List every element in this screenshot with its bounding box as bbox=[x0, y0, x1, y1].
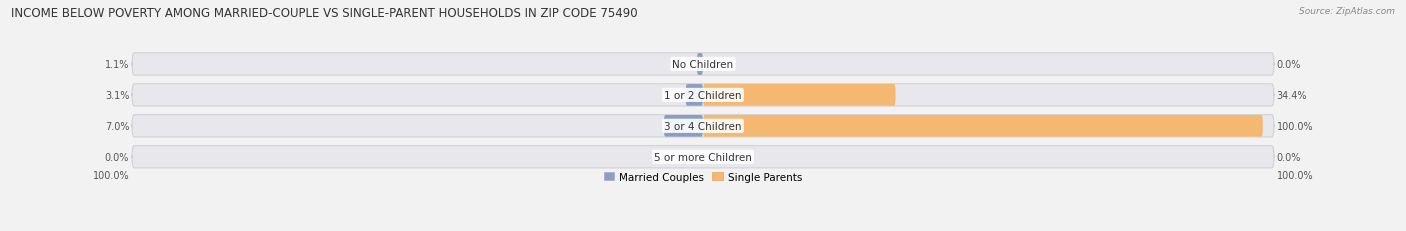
Text: 3.1%: 3.1% bbox=[105, 91, 129, 100]
FancyBboxPatch shape bbox=[132, 146, 1274, 168]
FancyBboxPatch shape bbox=[703, 116, 1263, 137]
FancyBboxPatch shape bbox=[664, 116, 703, 137]
Text: 0.0%: 0.0% bbox=[1277, 152, 1301, 162]
Text: 7.0%: 7.0% bbox=[104, 121, 129, 131]
Text: 100.0%: 100.0% bbox=[1277, 121, 1313, 131]
Text: 1.1%: 1.1% bbox=[105, 60, 129, 70]
Text: Source: ZipAtlas.com: Source: ZipAtlas.com bbox=[1299, 7, 1395, 16]
Text: 1 or 2 Children: 1 or 2 Children bbox=[664, 91, 742, 100]
Text: 100.0%: 100.0% bbox=[1277, 170, 1313, 180]
Text: 34.4%: 34.4% bbox=[1277, 91, 1308, 100]
Text: 0.0%: 0.0% bbox=[105, 152, 129, 162]
Text: 3 or 4 Children: 3 or 4 Children bbox=[664, 121, 742, 131]
FancyBboxPatch shape bbox=[132, 84, 1274, 106]
FancyBboxPatch shape bbox=[132, 115, 1274, 137]
Legend: Married Couples, Single Parents: Married Couples, Single Parents bbox=[599, 168, 807, 186]
Text: 5 or more Children: 5 or more Children bbox=[654, 152, 752, 162]
FancyBboxPatch shape bbox=[132, 54, 1274, 76]
Text: INCOME BELOW POVERTY AMONG MARRIED-COUPLE VS SINGLE-PARENT HOUSEHOLDS IN ZIP COD: INCOME BELOW POVERTY AMONG MARRIED-COUPL… bbox=[11, 7, 638, 20]
Text: 0.0%: 0.0% bbox=[1277, 60, 1301, 70]
FancyBboxPatch shape bbox=[686, 85, 703, 106]
FancyBboxPatch shape bbox=[703, 85, 896, 106]
Text: No Children: No Children bbox=[672, 60, 734, 70]
Text: 100.0%: 100.0% bbox=[93, 170, 129, 180]
FancyBboxPatch shape bbox=[697, 54, 703, 76]
